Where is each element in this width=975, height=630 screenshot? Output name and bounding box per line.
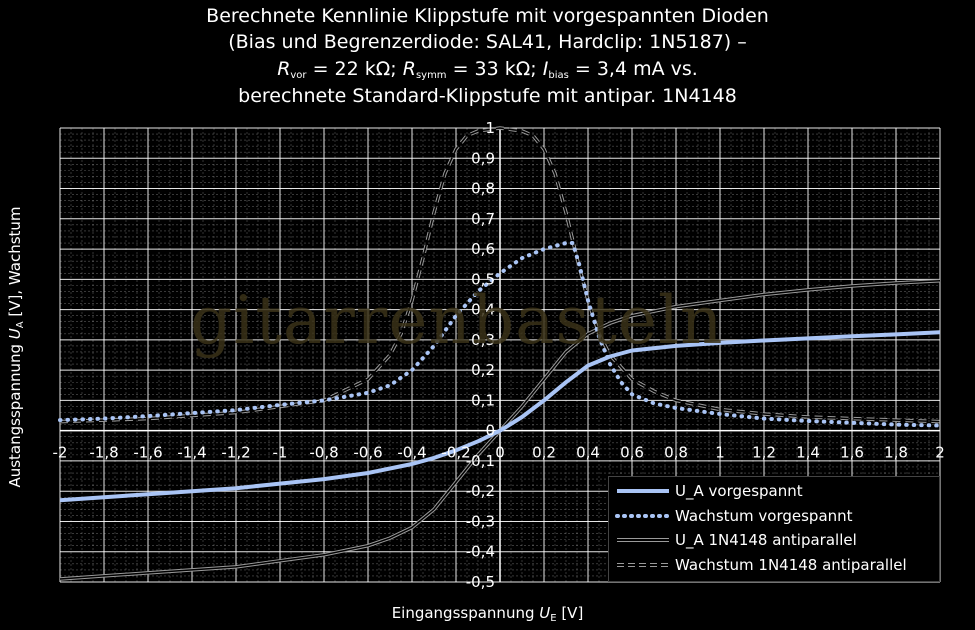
y-tick-label: -0,5 — [466, 573, 495, 591]
x-tick-label: 0,4 — [576, 444, 600, 462]
x-tick-label: 0,6 — [620, 444, 644, 462]
series-group — [58, 126, 942, 581]
y-tick-label: 1 — [485, 119, 495, 137]
r-symm-sub: symm — [415, 70, 447, 81]
x-tick-label: 0,2 — [532, 444, 556, 462]
x-tick-label: 1,6 — [840, 444, 864, 462]
r-symm-symbol: R — [402, 58, 416, 80]
chart-title-line2: (Bias und Begrenzerdiode: SAL41, Hardcli… — [228, 31, 747, 53]
x-tick-label: 1,4 — [796, 444, 820, 462]
legend-swatch-dotted — [615, 514, 671, 518]
x-tick-label: 0 — [495, 444, 505, 462]
legend-swatch-solid — [617, 489, 669, 493]
legend-label: U_A 1N4148 antiparallel — [675, 531, 857, 549]
x-axis-label: Eingangsspannung UE [V] — [0, 604, 975, 624]
y-axis-label: Austangsspannung UA [V], Wachstum — [6, 206, 26, 487]
series-ua-vorgespannt — [59, 330, 941, 503]
y-tick-labels: -0,5 -0,4 -0,3 -0,2 -0,1 0 0,1 0,2 0,3 0,4 0,5 0,6 0… — [466, 119, 495, 591]
y-tick-label: -0,3 — [466, 512, 495, 530]
i-bias-sub: bias — [548, 70, 569, 81]
x-tick-label: -0,8 — [309, 444, 338, 462]
legend-item-wachstum-1n4148: Wachstum 1N4148 antiparallel — [615, 554, 935, 576]
x-tick-label: -2 — [53, 444, 68, 462]
x-tick-label: -0,4 — [397, 444, 426, 462]
x-tick-label: -1,2 — [221, 444, 250, 462]
y-tick-label: 0 — [485, 422, 495, 440]
y-tick-label: 0,4 — [471, 301, 495, 319]
r-vor-symbol: R — [277, 58, 291, 80]
legend-label: U_A vorgespannt — [675, 482, 803, 500]
chart-title-line1: Berechnete Kennlinie Klippstufe mit vorg… — [206, 5, 769, 27]
r-symm-value: = 33 kΩ; — [446, 58, 543, 80]
x-tick-label: -0,6 — [353, 444, 382, 462]
x-tick-label: -1,6 — [133, 444, 162, 462]
legend-item-ua-vorgespannt: U_A vorgespannt — [615, 480, 935, 502]
y-tick-label: -0,4 — [466, 543, 495, 561]
x-tick-label: -0,2 — [441, 444, 470, 462]
x-label-symbol: U — [539, 604, 551, 622]
y-label-sub: A — [15, 320, 26, 328]
legend-label: Wachstum vorgespannt — [675, 507, 853, 525]
r-vor-value: = 22 kΩ; — [306, 58, 403, 80]
x-label-sub: E — [550, 613, 557, 624]
x-tick-label: -1,4 — [177, 444, 206, 462]
y-tick-label: -0,2 — [466, 482, 495, 500]
series-wachstum-1n4148-inner — [59, 127, 941, 423]
y-tick-label: 0,6 — [471, 240, 495, 258]
y-tick-label: 0,2 — [471, 361, 495, 379]
y-tick-label: -0,1 — [466, 452, 495, 470]
series-wachstum-vorgespannt — [58, 241, 942, 428]
x-tick-label: 2 — [935, 444, 945, 462]
legend-item-wachstum-vorgespannt: Wachstum vorgespannt — [615, 505, 935, 527]
legend-item-ua-1n4148: U_A 1N4148 antiparallel — [615, 529, 935, 551]
legend-label: Wachstum 1N4148 antiparallel — [675, 556, 907, 574]
x-label-suffix: [V] — [556, 604, 584, 622]
y-tick-label: 0,1 — [471, 391, 495, 409]
watermark: gitarrenbasteln — [190, 282, 724, 359]
legend: U_A vorgespannt Wachstum vorgespannt U_A… — [608, 476, 940, 582]
legend-swatch-double — [617, 538, 669, 542]
x-tick-label: 0,8 — [664, 444, 688, 462]
x-tick-labels: -2 -1,8 -1,6 -1,4 -1,2 -1 -0,8 -0,6 -0,4 -0,2 0 0,2… — [53, 444, 945, 462]
legend-swatch-dashed-double — [617, 563, 669, 567]
i-bias-value: = 3,4 mA vs. — [568, 58, 698, 80]
x-tick-label: -1 — [273, 444, 288, 462]
y-label-symbol: U — [6, 327, 24, 339]
chart-title-line4: berechnete Standard-Klippstufe mit antip… — [238, 85, 737, 107]
y-tick-label: 0,5 — [471, 270, 495, 288]
y-label-prefix: Austangsspannung — [6, 338, 24, 488]
i-bias-symbol: I — [542, 58, 549, 80]
x-tick-label: 1,2 — [752, 444, 776, 462]
y-tick-label: 0,8 — [471, 180, 495, 198]
x-tick-label: 1,8 — [884, 444, 908, 462]
y-tick-label: 0,3 — [471, 331, 495, 349]
r-vor-sub: vor — [290, 70, 307, 81]
chart-title-line3: Rvor = 22 kΩ; Rsymm = 33 kΩ; Ibias = 3,4… — [0, 57, 975, 88]
y-tick-label: 0,9 — [471, 149, 495, 167]
x-label-prefix: Eingangsspannung — [391, 604, 540, 622]
x-tick-label: -1,8 — [89, 444, 118, 462]
y-tick-label: 0,7 — [471, 210, 495, 228]
x-tick-label: 1 — [715, 444, 725, 462]
y-label-suffix: [V], Wachstum — [6, 205, 24, 321]
y-axis-label-wrap: Austangsspannung UA [V], Wachstum — [4, 0, 28, 630]
